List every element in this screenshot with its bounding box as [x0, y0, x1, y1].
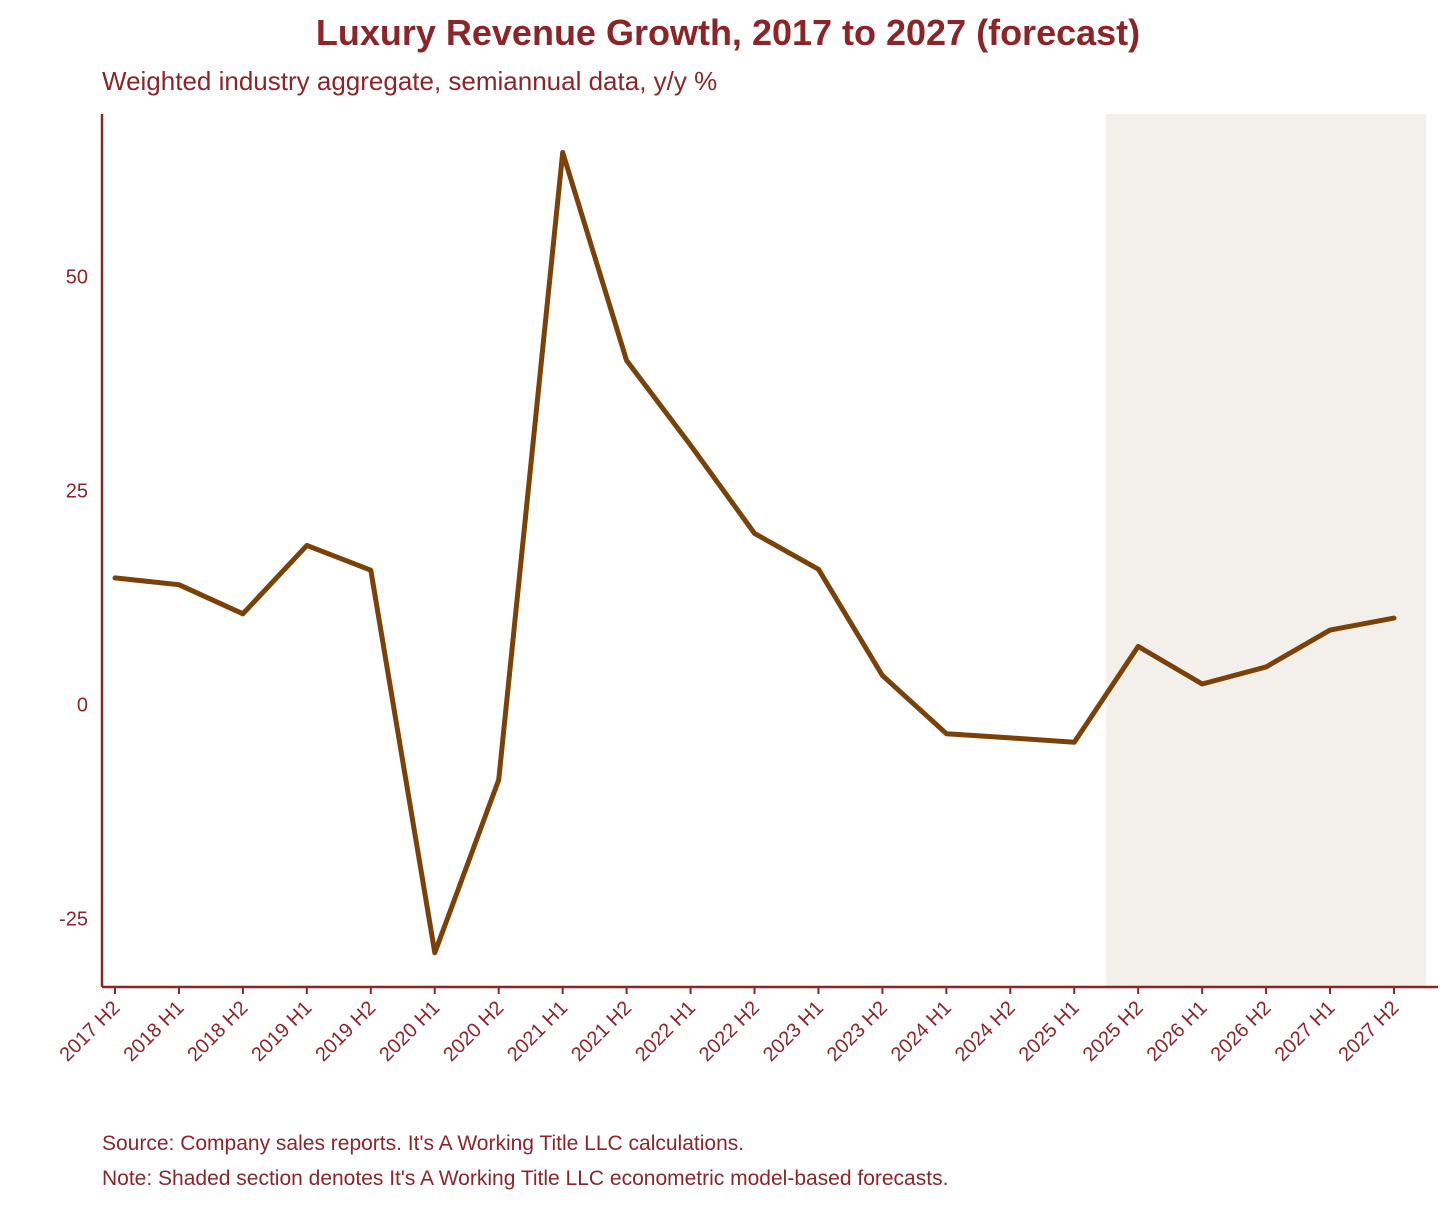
x-tick-label: 2019 H2 [311, 997, 380, 1066]
x-tick-label: 2025 H2 [1079, 997, 1148, 1066]
series-line [112, 150, 1397, 956]
y-tick-label: 0 [77, 695, 88, 717]
chart-title: Luxury Revenue Growth, 2017 to 2027 (for… [315, 12, 1141, 53]
axes [100, 114, 1438, 989]
forecast-shade [1106, 114, 1426, 987]
y-axis-ticks: -25 0 25 50 [59, 267, 88, 931]
x-tick-label: 2019 H1 [247, 997, 316, 1066]
x-tick-label: 2023 H2 [823, 997, 892, 1066]
x-tick-label: 2027 H1 [1271, 997, 1340, 1066]
y-tick-label: -25 [59, 909, 88, 931]
x-tick-label: 2018 H1 [119, 997, 188, 1066]
forecast-shade-layer [1106, 114, 1426, 987]
x-tick-label: 2027 H2 [1335, 997, 1404, 1066]
series-layer [112, 150, 1397, 956]
x-tick-label: 2022 H2 [695, 997, 764, 1066]
x-tick-label: 2017 H2 [56, 997, 125, 1066]
x-tick-label: 2024 H2 [951, 997, 1020, 1066]
chart-subtitle: Weighted industry aggregate, semiannual … [102, 66, 718, 96]
x-tick-label: 2018 H2 [183, 997, 252, 1066]
y-tick-label: 25 [66, 481, 88, 503]
forecast-note: Note: Shaded section denotes It's A Work… [102, 1167, 949, 1190]
source-note: Source: Company sales reports. It's A Wo… [102, 1132, 745, 1155]
x-tick-label: 2026 H1 [1143, 997, 1212, 1066]
x-tick-label: 2026 H2 [1207, 997, 1276, 1066]
x-tick-label: 2024 H1 [887, 997, 956, 1066]
x-tick-label: 2023 H1 [759, 997, 828, 1066]
x-tick-label: 2021 H1 [503, 997, 572, 1066]
x-tick-label: 2020 H1 [375, 997, 444, 1066]
x-tick-label: 2020 H2 [439, 997, 508, 1066]
x-tick-label: 2022 H1 [631, 997, 700, 1066]
x-tick-label: 2021 H2 [567, 997, 636, 1066]
y-tick-label: 50 [66, 267, 88, 289]
x-tick-label: 2025 H1 [1015, 997, 1084, 1066]
